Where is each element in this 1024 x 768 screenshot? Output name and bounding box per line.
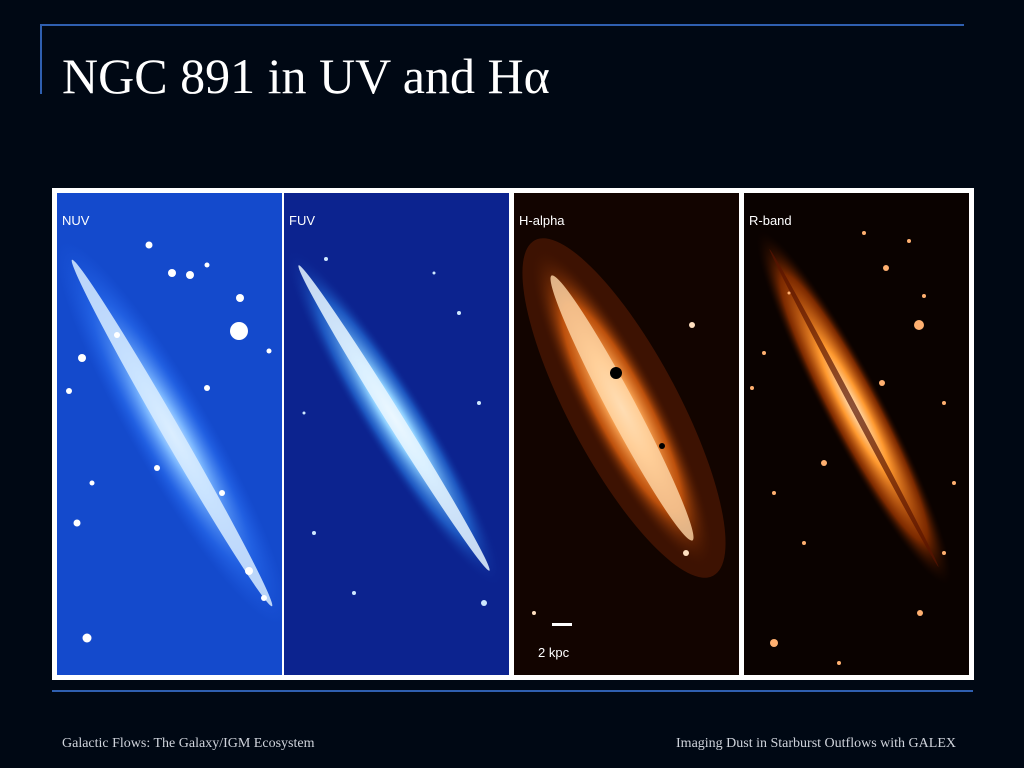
fuv-image (284, 193, 509, 675)
footer-left: Galactic Flows: The Galaxy/IGM Ecosystem (62, 736, 315, 751)
panel-nuv: NUV (57, 193, 282, 675)
galaxy-figure: NUV FUV (52, 188, 974, 680)
panel-label-fuv: FUV (289, 213, 315, 228)
scale-bar (552, 623, 572, 626)
panel-halpha: H-alpha 2 kpc (514, 193, 739, 675)
title-rule (40, 24, 964, 26)
halpha-image (514, 193, 739, 675)
rband-image (744, 193, 969, 675)
footer-rule (52, 690, 973, 692)
footer-right: Imaging Dust in Starburst Outflows with … (676, 736, 956, 751)
panel-label-nuv: NUV (62, 213, 90, 228)
nuv-image (57, 193, 282, 675)
panel-rband: R-band (744, 193, 969, 675)
panel-fuv: FUV (284, 193, 509, 675)
panel-label-halpha: H-alpha (519, 213, 565, 228)
scale-label: 2 kpc (538, 645, 570, 660)
panel-label-rband: R-band (749, 213, 792, 228)
title-side-rule (40, 24, 42, 94)
slide-title: NGC 891 in UV and Hα (62, 48, 550, 104)
